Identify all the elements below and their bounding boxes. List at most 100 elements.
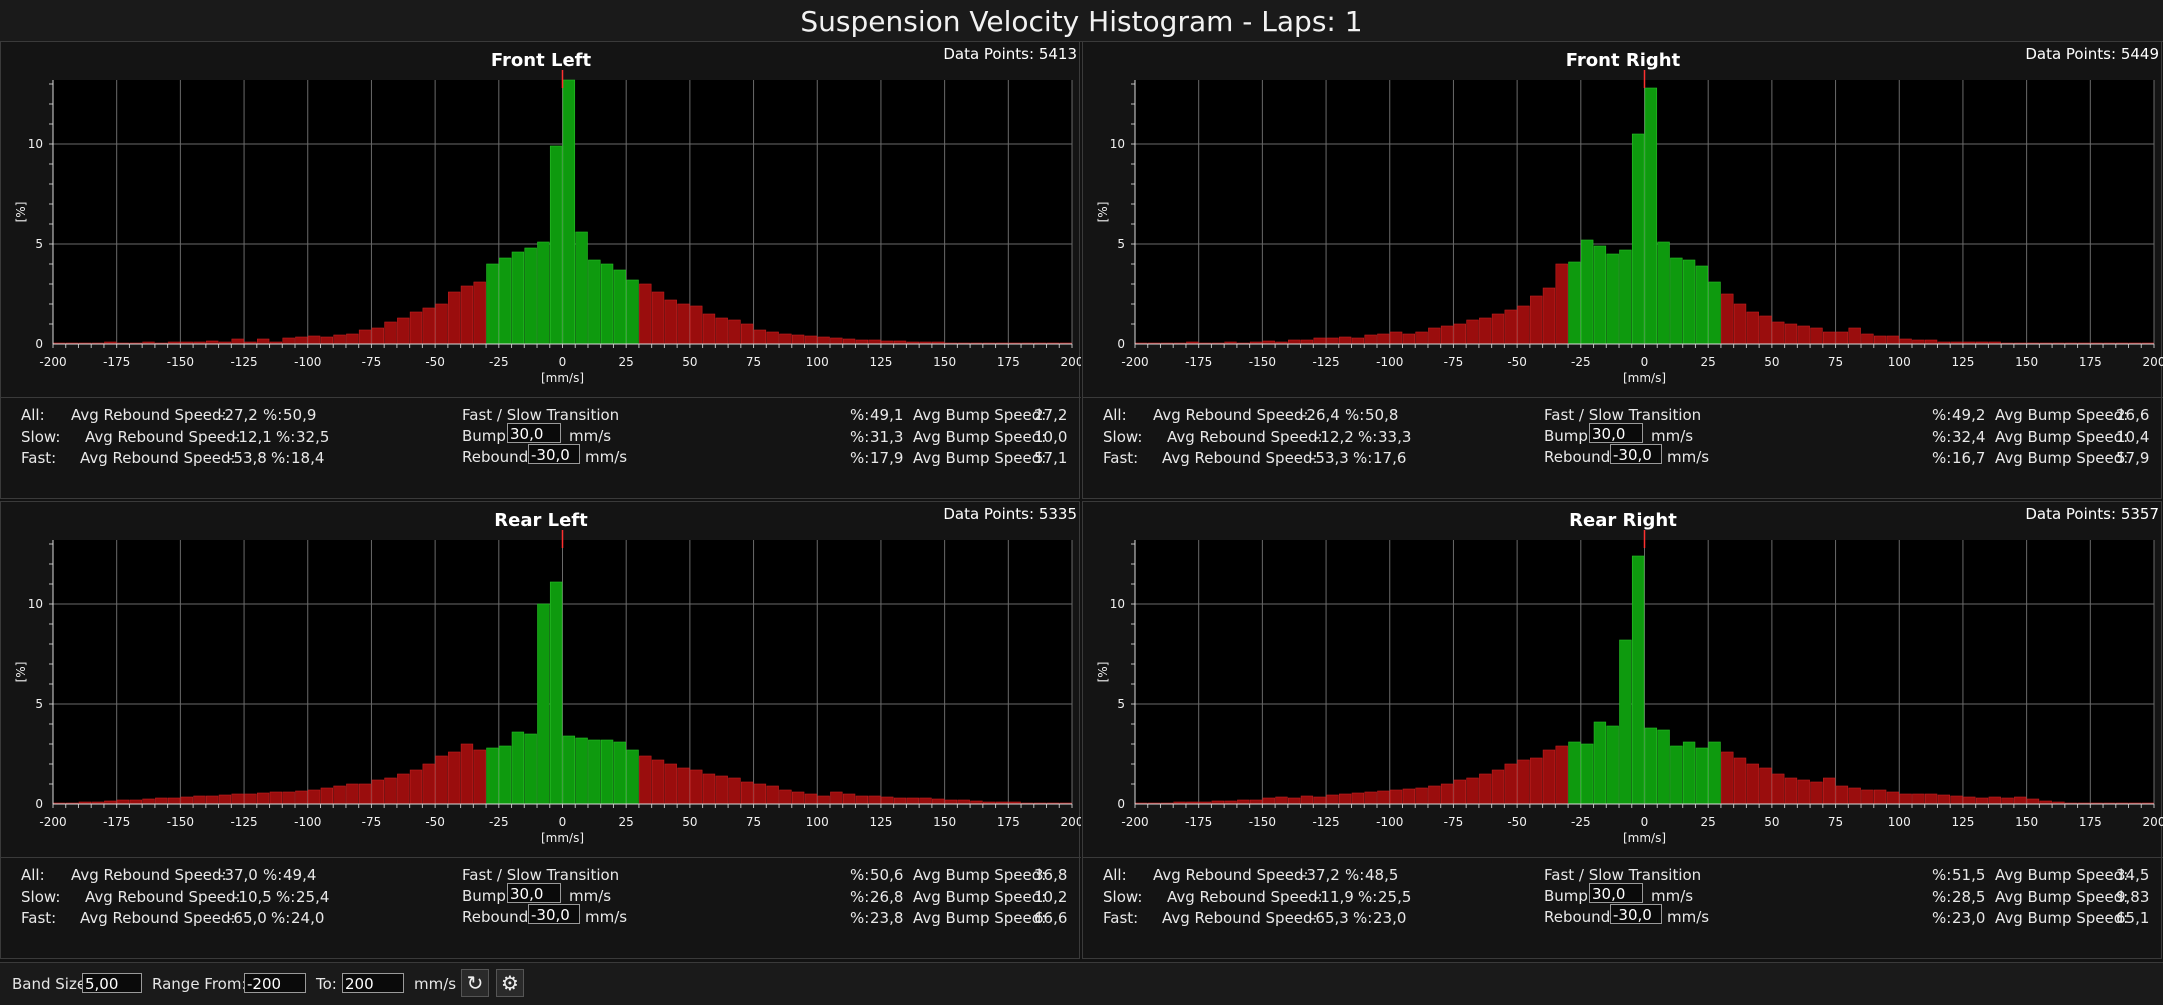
y-tick-label: 0 (35, 797, 43, 811)
histogram-bar (1823, 777, 1836, 805)
histogram-bar (1886, 335, 1900, 345)
slow-bump-pct-value: 32,4 (1952, 428, 1986, 446)
histogram-bar (1377, 790, 1390, 805)
x-tick-label: -100 (294, 815, 321, 829)
stats-area: All: Avg Rebound Speed: -37,0%: 49,4%: 50,6 A… (1, 857, 1081, 958)
histogram-bar (256, 792, 270, 805)
fast-avg-bump-label: Avg Bump Speed: (913, 909, 1047, 927)
rebound-threshold-input[interactable]: -30,0 (528, 444, 580, 464)
data-points-value: 5413 (1038, 45, 1077, 63)
bump-threshold-input[interactable]: 30,0 (507, 883, 561, 903)
histogram-bar (1440, 783, 1454, 805)
rebound-threshold-input[interactable]: -30,0 (1610, 444, 1662, 464)
all-label: All: (21, 866, 45, 884)
rebound-unit-label: mm/s (1667, 448, 1710, 466)
data-points-value: 5357 (2120, 505, 2159, 523)
histogram-bar (1313, 337, 1326, 345)
rebound-threshold-input[interactable]: -30,0 (1610, 904, 1662, 924)
rebound-unit-label: mm/s (585, 908, 628, 926)
histogram-bar (397, 317, 410, 345)
fast-bump-pct-label: %: (1932, 909, 1952, 927)
histogram-bar (397, 773, 410, 805)
fast-avg-rebound-value: -53,3 (1310, 449, 1349, 467)
histogram-bar (1479, 773, 1492, 805)
y-tick-label: 5 (1117, 237, 1125, 251)
histogram-bar (1644, 727, 1658, 805)
histogram-bar (1568, 261, 1581, 345)
transition-title: Fast / Slow Transition (1544, 406, 1702, 424)
settings-icon: ⚙ (501, 971, 519, 995)
range-from-input[interactable]: -200 (244, 973, 306, 993)
histogram-bar (1963, 796, 1976, 805)
x-tick-label: 125 (1951, 815, 1974, 829)
rebound-threshold-input[interactable]: -30,0 (528, 904, 580, 924)
x-tick-label: -150 (167, 355, 194, 369)
histogram-bar (1670, 257, 1683, 345)
histogram-bar (1950, 795, 1963, 805)
histogram-bar (1479, 317, 1492, 345)
slow-bump-pct-label: %: (850, 428, 870, 446)
histogram-bar (766, 785, 779, 805)
histogram-bar (1759, 315, 1772, 345)
range-to-input[interactable]: 200 (342, 973, 404, 993)
histogram-bar (1810, 781, 1823, 805)
transition-title: Fast / Slow Transition (1544, 866, 1702, 884)
x-tick-label: -75 (1444, 815, 1464, 829)
histogram-bar (2014, 796, 2027, 805)
histogram-bar (1657, 241, 1670, 345)
fast-bump-pct-value: 17,9 (870, 449, 904, 467)
bump-threshold-label: Bump: (1544, 427, 1593, 445)
all-label: All: (1103, 866, 1127, 884)
histogram-bar (511, 731, 525, 805)
fast-avg-bump-label: Avg Bump Speed: (1995, 449, 2129, 467)
fast-rebound-pct-value: 18,4 (291, 449, 325, 467)
slow-avg-bump-value: 9,83 (2116, 888, 2150, 906)
fast-rebound-pct-label: %: (1353, 449, 1373, 467)
fast-label: Fast: (21, 449, 57, 467)
bump-threshold-label: Bump: (462, 887, 511, 905)
histogram-bar (1873, 335, 1887, 345)
all-bump-pct-value: 50,6 (870, 866, 904, 884)
x-tick-label: 175 (997, 355, 1020, 369)
histogram-bar (256, 338, 270, 345)
histogram-bar (741, 781, 754, 805)
histogram-bar (1237, 799, 1250, 805)
histogram-bar (1275, 796, 1288, 805)
y-tick-label: 0 (1117, 797, 1125, 811)
slow-avg-bump-value: 10,0 (1034, 428, 1068, 446)
histogram-bar (1797, 779, 1810, 805)
bump-threshold-input[interactable]: 30,0 (1589, 883, 1643, 903)
refresh-button[interactable]: ↻ (461, 969, 489, 997)
data-points-label: Data Points: (943, 505, 1035, 523)
histogram-bar (639, 283, 652, 345)
histogram-bar (1619, 249, 1632, 345)
histogram-bar (448, 291, 461, 345)
histogram-bar (1568, 741, 1581, 805)
x-axis-label: [mm/s] (1623, 831, 1666, 845)
histogram-bar (575, 231, 588, 345)
histogram-bar (1682, 259, 1696, 345)
chart-title: Front Right (1565, 50, 1681, 71)
histogram-bar (791, 334, 805, 345)
window-title: Suspension Velocity Histogram - Laps: 1 (800, 5, 1363, 38)
data-points: Data Points: 5413 (943, 45, 1077, 63)
histogram-bar (1708, 741, 1721, 805)
bump-threshold-input[interactable]: 30,0 (1589, 423, 1643, 443)
x-axis-label: [mm/s] (541, 831, 584, 845)
settings-button[interactable]: ⚙ (496, 969, 524, 997)
histogram-bar (409, 769, 423, 805)
histogram-bar (919, 797, 932, 805)
histogram-bar (1428, 785, 1441, 805)
histogram-bar (715, 317, 728, 345)
band-size-input[interactable]: 5,00 (82, 973, 142, 993)
x-tick-label: 150 (933, 355, 956, 369)
bump-threshold-input[interactable]: 30,0 (507, 423, 561, 443)
histogram-bar (1555, 263, 1568, 345)
x-tick-label: -150 (1249, 815, 1276, 829)
all-bump-pct-value: 49,2 (1952, 406, 1986, 424)
histogram-bar (448, 751, 461, 805)
all-label: All: (21, 406, 45, 424)
histogram-bar (588, 739, 601, 805)
fast-rebound-pct-label: %: (1353, 909, 1373, 927)
histogram-bar (1644, 87, 1658, 345)
